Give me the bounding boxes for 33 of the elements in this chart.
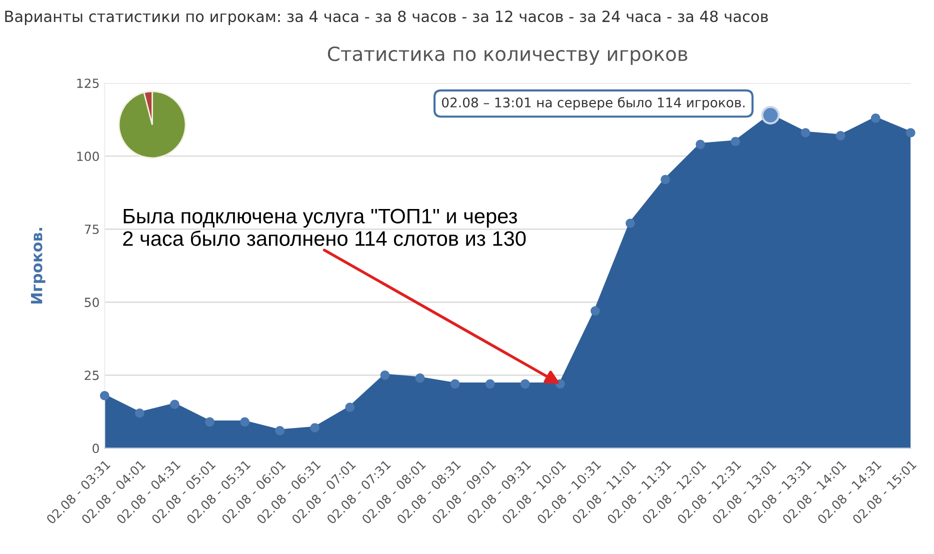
point <box>100 390 110 400</box>
y-tick-label: 125 <box>77 78 99 88</box>
point <box>730 136 740 146</box>
point <box>380 370 390 380</box>
point <box>345 402 355 412</box>
text: Варианты статистики по игрокам: за 4 часа - за 8 часов - за 12 часов - за 24 часа - за 48 часов <box>5 10 768 26</box>
y-tick-label: 25 <box>84 370 99 380</box>
chart-title: Статистика по количеству игроков <box>328 46 688 65</box>
annotation: 02.08 – 13:01 на сервере было 114 игроков. <box>442 97 745 110</box>
point <box>626 218 635 228</box>
point <box>240 417 250 427</box>
point <box>906 128 916 138</box>
point <box>134 408 144 418</box>
y-tick-label: 75 <box>84 224 99 234</box>
point <box>836 131 846 140</box>
y-tick-label: 50 <box>84 298 99 308</box>
point <box>170 400 180 410</box>
point <box>696 140 706 150</box>
y-tick-label: 100 <box>77 152 99 162</box>
point <box>275 426 284 436</box>
point <box>800 128 810 138</box>
point <box>485 379 495 389</box>
y-tick-label: 0 <box>92 444 99 454</box>
point <box>590 306 600 316</box>
point <box>310 423 320 432</box>
annotation: Была подключена услуга "ТОП1" и через 2 часа было заполнено 114 слотов из 130 <box>123 208 526 246</box>
y-axis-title: Игроков. <box>31 228 46 304</box>
point <box>520 379 530 389</box>
point <box>450 379 460 389</box>
point <box>205 417 214 427</box>
point <box>415 373 425 383</box>
point <box>870 113 880 123</box>
point <box>660 174 670 184</box>
